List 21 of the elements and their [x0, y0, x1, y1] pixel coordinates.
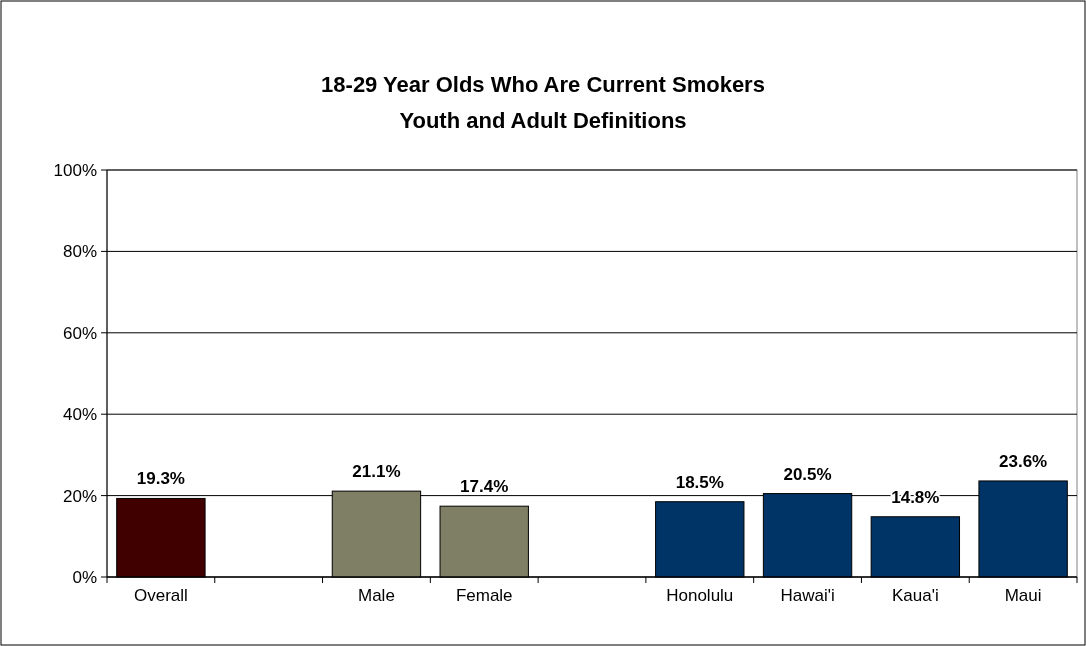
data-label: 23.6%	[999, 451, 1048, 471]
y-tick-label: 40%	[62, 405, 97, 425]
y-tick-label: 80%	[62, 242, 97, 262]
y-tick-label: 20%	[62, 486, 97, 506]
chart-title: 18-29 Year Olds Who Are Current Smokers	[321, 72, 765, 97]
y-tick-label: 60%	[62, 323, 97, 343]
y-tick-label: 0%	[72, 567, 97, 587]
x-tick-label: Hawai'i	[780, 586, 835, 605]
data-label: 18.5%	[675, 472, 724, 492]
x-tick-label: Honolulu	[666, 586, 734, 605]
data-label: 17.4%	[460, 477, 509, 497]
x-tick-label: Female	[455, 586, 513, 605]
chart-subtitle: Youth and Adult Definitions	[399, 108, 687, 133]
x-tick-label: Male	[358, 586, 395, 605]
x-tick-label: Maui	[1004, 586, 1042, 605]
y-tick-label: 100%	[53, 160, 97, 180]
data-label: 20.5%	[783, 464, 832, 484]
x-tick-label: Overall	[133, 586, 188, 605]
x-tick-label: Kaua'i	[891, 586, 939, 605]
data-label: 21.1%	[352, 462, 401, 482]
data-label: 19.3%	[136, 469, 185, 489]
